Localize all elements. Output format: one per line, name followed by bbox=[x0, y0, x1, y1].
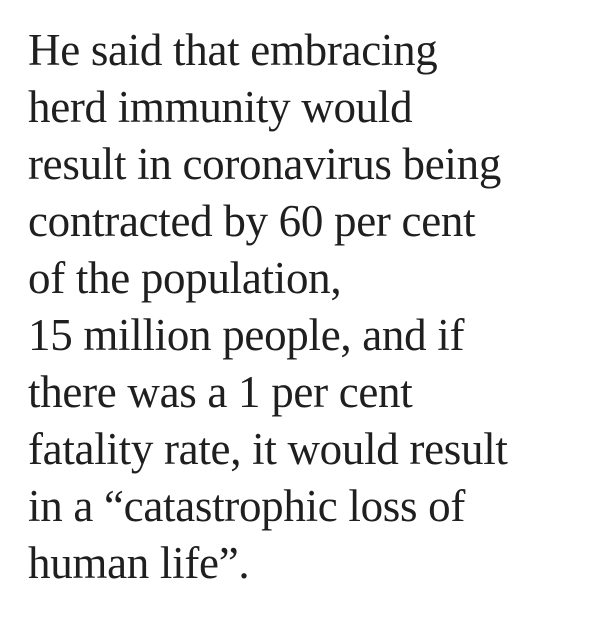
paragraph-line: human life”. bbox=[28, 538, 250, 588]
paragraph-line: there was a 1 per cent bbox=[28, 367, 413, 417]
paragraph-line: of the population, bbox=[28, 253, 342, 303]
article-paragraph: He said that embracing herd immunity wou… bbox=[28, 22, 583, 592]
paragraph-line: in a “catastrophic loss of bbox=[28, 481, 466, 531]
paragraph-line: herd immunity would bbox=[28, 82, 413, 132]
paragraph-line: fatality rate, it would result bbox=[28, 424, 508, 474]
paragraph-line: contracted by 60 per cent bbox=[28, 196, 476, 246]
paragraph-line: result in coronavirus being bbox=[28, 139, 502, 189]
paragraph-line: He said that embracing bbox=[28, 25, 438, 75]
paragraph-line: 15 million people, and if bbox=[28, 310, 465, 360]
